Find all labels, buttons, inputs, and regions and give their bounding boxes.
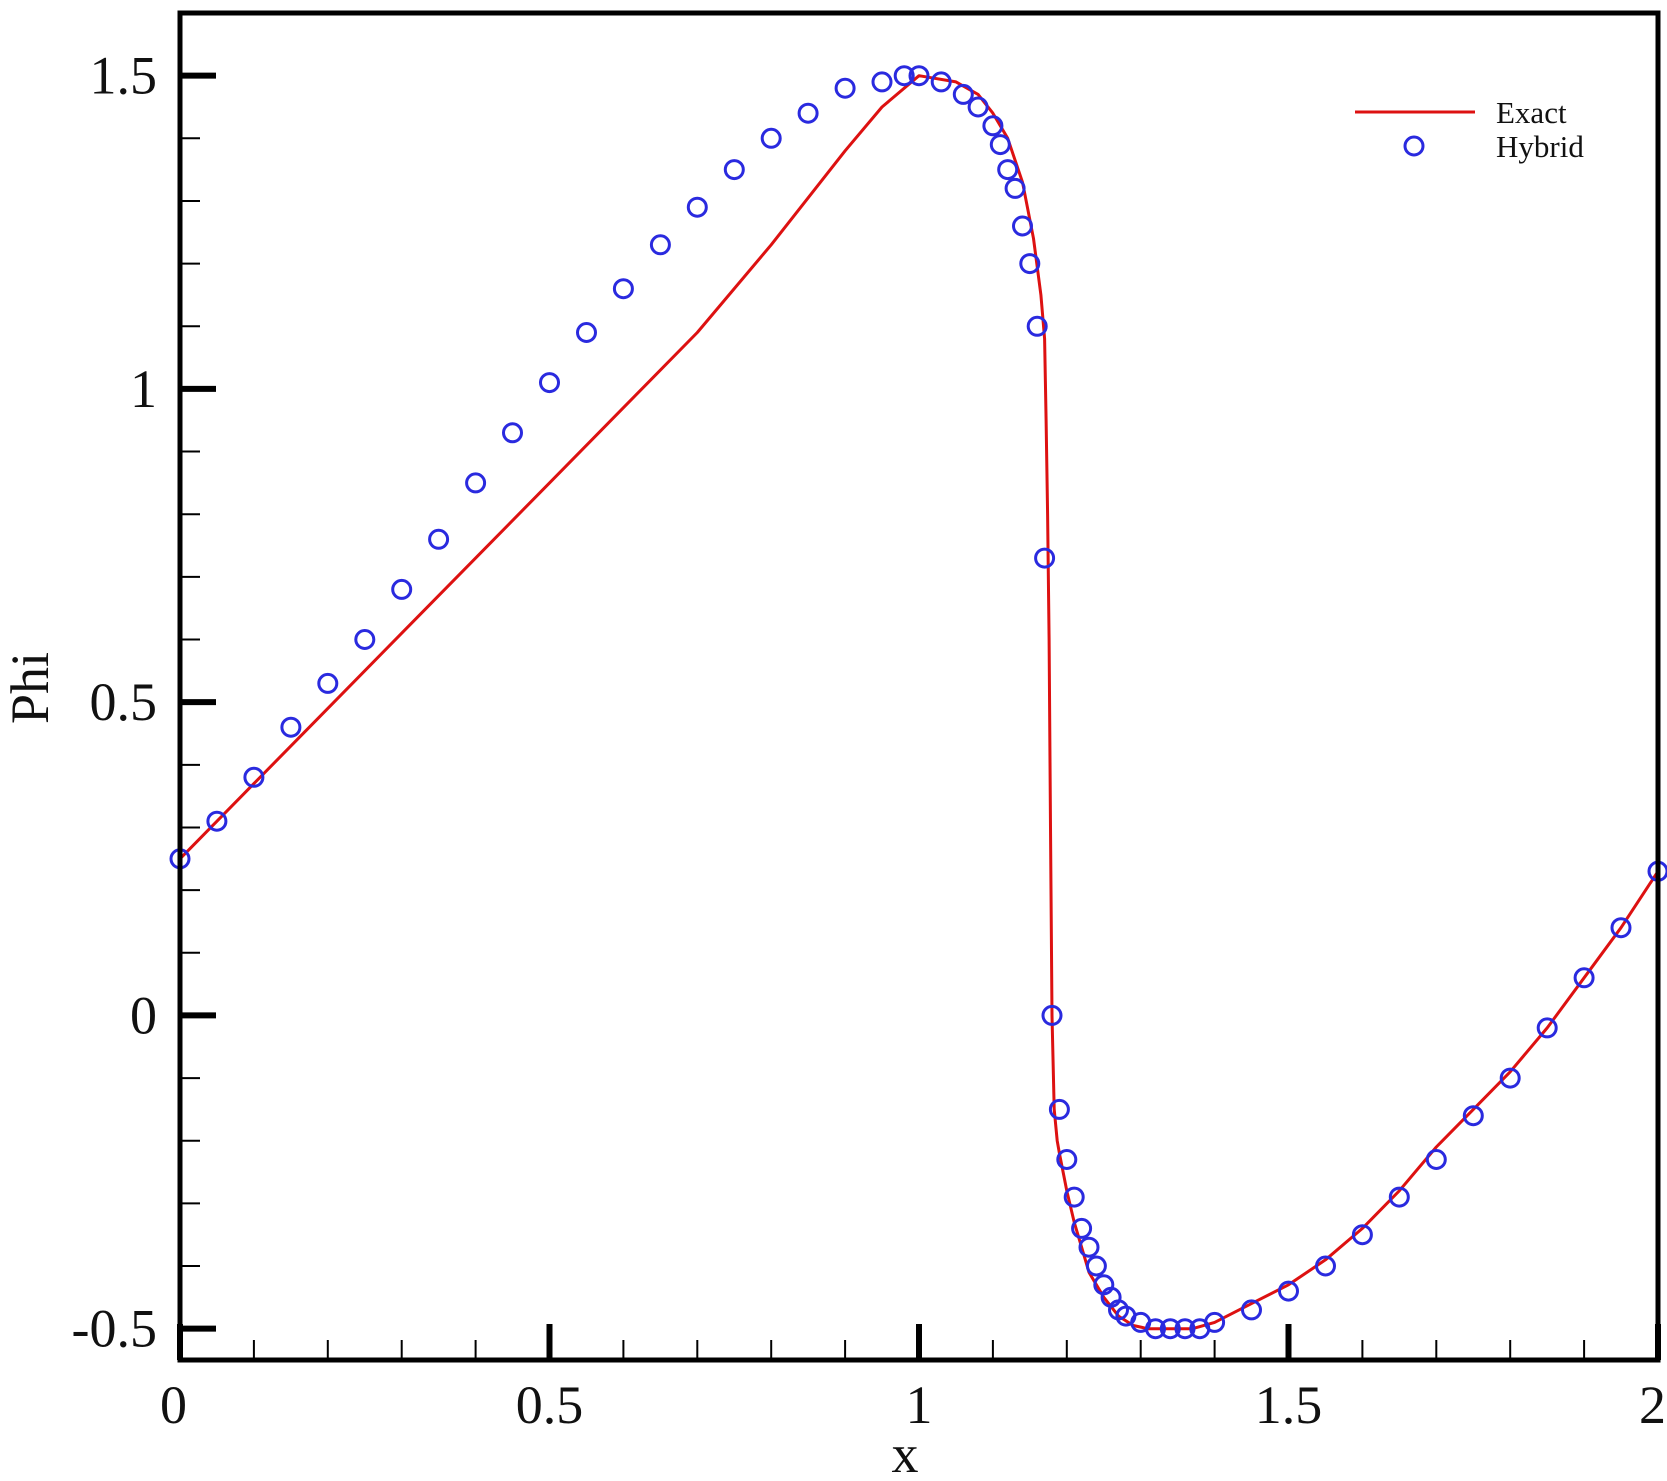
axis-ticks: [177, 12, 1661, 1360]
data-point-hybrid: [871, 71, 893, 93]
data-point-hybrid: [539, 372, 560, 394]
data-point-hybrid: [1145, 1318, 1166, 1340]
tick-labels: 0 0.5 1 1.5 2-0.500.511.5: [72, 46, 1666, 1435]
data-point-hybrid: [930, 71, 952, 93]
data-point-hybrid: [723, 159, 745, 181]
data-point-hybrid: [1063, 1186, 1085, 1208]
plot-frame: [177, 10, 1661, 1363]
data-point-hybrid: [797, 102, 819, 124]
data-point-hybrid: [1388, 1186, 1410, 1208]
data-point-hybrid: [997, 159, 1019, 181]
data-point-hybrid: [760, 127, 782, 149]
data-point-hybrid: [1034, 547, 1056, 569]
data-point-hybrid: [1315, 1255, 1336, 1277]
x-tick-label: 1.5: [1255, 1375, 1323, 1435]
data-point-hybrid: [391, 578, 413, 600]
data-point-hybrid: [1536, 1017, 1558, 1039]
data-point-hybrid: [502, 422, 523, 444]
data-point-hybrid: [1071, 1217, 1093, 1239]
legend-label-exact: Exact: [1496, 95, 1567, 130]
data-point-hybrid: [280, 716, 302, 738]
series-line-exact: [178, 74, 1660, 1331]
data-point-hybrid: [1573, 967, 1595, 989]
y-tick-label: 0: [130, 985, 157, 1045]
x-axis-label: x: [892, 1424, 919, 1481]
y-tick-label: 0.5: [90, 672, 158, 732]
data-point-hybrid: [354, 629, 376, 650]
data-point-hybrid: [967, 96, 989, 118]
legend: Exact Hybrid: [1355, 95, 1584, 164]
data-point-hybrid: [1004, 177, 1026, 199]
data-point-hybrid: [1462, 1105, 1484, 1127]
data-point-hybrid: [908, 65, 930, 87]
data-point-hybrid: [893, 65, 915, 87]
y-tick-label: 1: [130, 359, 157, 419]
legend-label-hybrid: Hybrid: [1496, 129, 1584, 164]
data-point-hybrid: [243, 766, 265, 788]
legend-marker-hybrid: [1403, 135, 1425, 157]
data-point-hybrid: [989, 134, 1011, 156]
data-point-hybrid: [686, 196, 708, 218]
y-tick-label: 1.5: [90, 46, 158, 106]
data-point-hybrid: [1351, 1224, 1373, 1246]
y-axis-label: Phi: [0, 652, 60, 724]
data-point-hybrid: [1041, 1004, 1063, 1026]
data-point-hybrid: [1048, 1098, 1070, 1120]
data-point-hybrid: [649, 234, 671, 256]
data-point-hybrid: [1085, 1255, 1107, 1277]
x-tick-label: 0: [160, 1375, 187, 1435]
data-point-hybrid: [834, 77, 856, 99]
data-point-hybrid: [1012, 215, 1033, 237]
data-point-hybrid: [1159, 1318, 1181, 1340]
y-tick-label: -0.5: [72, 1299, 157, 1359]
x-tick-label: 0.5: [516, 1375, 584, 1435]
data-point-hybrid: [465, 472, 487, 494]
data-point-hybrid: [1026, 315, 1048, 337]
data-point-hybrid: [1425, 1149, 1447, 1170]
data-point-hybrid: [1278, 1280, 1299, 1302]
data-point-hybrid: [1610, 917, 1632, 939]
data-point-hybrid: [576, 322, 597, 343]
data-point-hybrid: [1499, 1067, 1521, 1089]
data-point-hybrid: [428, 528, 450, 550]
data-point-hybrid: [612, 278, 634, 300]
data-point-hybrid: [1241, 1299, 1262, 1321]
data-point-hybrid: [1019, 253, 1041, 275]
data-point-hybrid: [206, 810, 228, 832]
data-point-hybrid: [982, 115, 1004, 137]
data-point-hybrid: [952, 83, 974, 105]
data-point-hybrid: [1174, 1318, 1196, 1340]
data-point-hybrid: [1078, 1236, 1100, 1258]
data-point-hybrid: [317, 672, 339, 694]
x-tick-label: 1: [906, 1375, 933, 1435]
series-layer: [169, 65, 1667, 1340]
x-tick-label: 2: [1639, 1375, 1666, 1435]
data-point-hybrid: [1056, 1149, 1078, 1170]
data-point-hybrid: [1204, 1311, 1226, 1333]
